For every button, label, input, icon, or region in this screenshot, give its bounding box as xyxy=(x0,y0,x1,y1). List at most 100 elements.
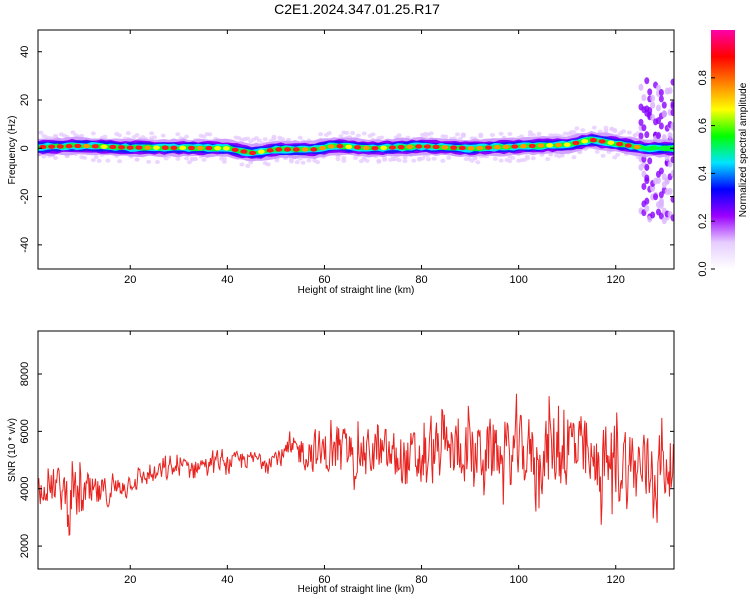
spectral-speckle xyxy=(149,131,155,136)
spectral-peak xyxy=(581,138,589,144)
spectral-speckle xyxy=(70,130,76,135)
spectral-peak xyxy=(109,144,117,150)
spectral-peak xyxy=(546,143,554,148)
spectral-speckle xyxy=(658,191,664,199)
spectral-speckle xyxy=(612,155,618,160)
spectral-speckle xyxy=(294,160,300,165)
spectral-peak xyxy=(336,144,344,149)
spectral-speckle xyxy=(90,131,96,136)
spectral-speckle xyxy=(160,133,166,138)
spectral-peak xyxy=(319,145,327,151)
spectral-speckle xyxy=(621,129,627,134)
spectral-speckle xyxy=(670,195,674,203)
spectral-speckle xyxy=(641,124,647,132)
spectrogram-y-tick-label: -20 xyxy=(19,189,31,205)
spectral-speckle xyxy=(221,159,227,164)
spectral-speckle xyxy=(396,158,402,163)
spectral-peak xyxy=(135,145,143,150)
spectral-peak xyxy=(179,145,187,151)
spectral-peak xyxy=(371,146,379,151)
spectral-speckle xyxy=(105,158,111,163)
spectral-peak xyxy=(249,150,257,156)
spectral-speckle xyxy=(186,160,192,165)
spectral-speckle xyxy=(152,135,158,140)
spectral-speckle xyxy=(475,160,481,165)
spectral-peak xyxy=(493,145,501,150)
spectral-speckle xyxy=(300,160,306,165)
spectral-speckle xyxy=(644,197,650,205)
spectral-speckle xyxy=(650,211,656,219)
spectral-speckle xyxy=(221,156,227,161)
spectral-speckle xyxy=(454,132,460,137)
spectral-speckle xyxy=(655,176,661,184)
spectral-speckle xyxy=(52,155,58,160)
spectral-peak xyxy=(537,143,545,148)
spectral-speckle xyxy=(658,212,664,220)
snr-x-tick-label: 60 xyxy=(318,574,330,586)
spectral-speckle xyxy=(667,132,673,140)
spectral-speckle xyxy=(658,122,664,130)
spectral-speckle xyxy=(184,134,190,139)
spectral-speckle xyxy=(420,156,426,161)
spectral-speckle xyxy=(530,132,536,137)
spectral-speckle xyxy=(370,132,376,137)
spectral-peak xyxy=(187,145,195,151)
spectral-speckle xyxy=(545,157,551,162)
spectral-peak xyxy=(327,144,335,149)
spectral-speckle xyxy=(288,159,294,164)
spectral-speckle xyxy=(612,128,618,133)
spectral-speckle xyxy=(146,159,152,164)
spectral-speckle xyxy=(361,131,367,136)
spectral-peak xyxy=(450,145,458,150)
spectral-speckle xyxy=(670,109,674,117)
colorbar-tick-label: 0.6 xyxy=(697,118,709,133)
spectral-speckle xyxy=(670,78,674,86)
spectral-peak xyxy=(257,149,265,154)
spectral-speckle xyxy=(653,193,659,201)
spectral-speckle xyxy=(647,157,653,165)
spectral-speckle xyxy=(638,132,644,140)
colorbar-label: Normalized spectral amplitude xyxy=(738,82,749,217)
spectral-speckle xyxy=(306,158,312,163)
spectral-speckle xyxy=(498,131,504,136)
spectral-peak xyxy=(170,145,178,150)
spectral-speckle xyxy=(460,132,466,137)
spectral-speckle xyxy=(411,158,417,163)
spectral-peak xyxy=(633,144,641,150)
spectral-speckle xyxy=(667,87,673,95)
spectral-peak xyxy=(83,143,91,149)
spectral-speckle xyxy=(428,131,434,136)
spectral-speckle xyxy=(361,155,367,160)
spectral-speckle xyxy=(338,134,344,139)
spectral-speckle xyxy=(117,159,123,164)
spectral-peak xyxy=(48,144,56,149)
snr-panel: 20 40 60 80 100 120 2000 4000 6000 8000 Height o… xyxy=(7,330,675,595)
spectrogram-x-tick-label: 60 xyxy=(318,274,330,286)
spectral-peak xyxy=(161,145,169,150)
spectral-speckle xyxy=(440,158,446,163)
spectral-peak xyxy=(589,137,597,143)
spectral-speckle xyxy=(355,133,361,138)
spectral-peak xyxy=(310,147,318,152)
snr-x-ticks: 20 40 60 80 100 120 xyxy=(124,331,625,586)
spectral-speckle xyxy=(396,133,402,138)
spectral-speckle xyxy=(376,159,382,164)
spectral-speckle xyxy=(344,130,350,135)
spectral-peak xyxy=(476,145,484,151)
spectral-peak xyxy=(292,147,300,152)
spectral-speckle xyxy=(574,126,580,131)
figure-title: C2E1.2024.347.01.25.R17 xyxy=(274,1,440,17)
spectral-speckle xyxy=(192,156,198,161)
spectral-speckle xyxy=(498,158,504,163)
spectral-speckle xyxy=(655,84,661,92)
spectral-speckle xyxy=(670,121,674,129)
spectral-peak xyxy=(214,145,222,151)
spectral-speckle xyxy=(201,157,207,162)
spectral-speckle xyxy=(402,159,408,164)
spectral-speckle xyxy=(90,158,96,163)
spectrogram-x-tick-label: 120 xyxy=(607,274,625,286)
spectral-speckle xyxy=(658,167,664,175)
spectral-speckle xyxy=(626,130,632,135)
snr-y-axis-label: SNR (10 * v/v) xyxy=(7,418,18,482)
spectral-speckle xyxy=(274,158,280,163)
